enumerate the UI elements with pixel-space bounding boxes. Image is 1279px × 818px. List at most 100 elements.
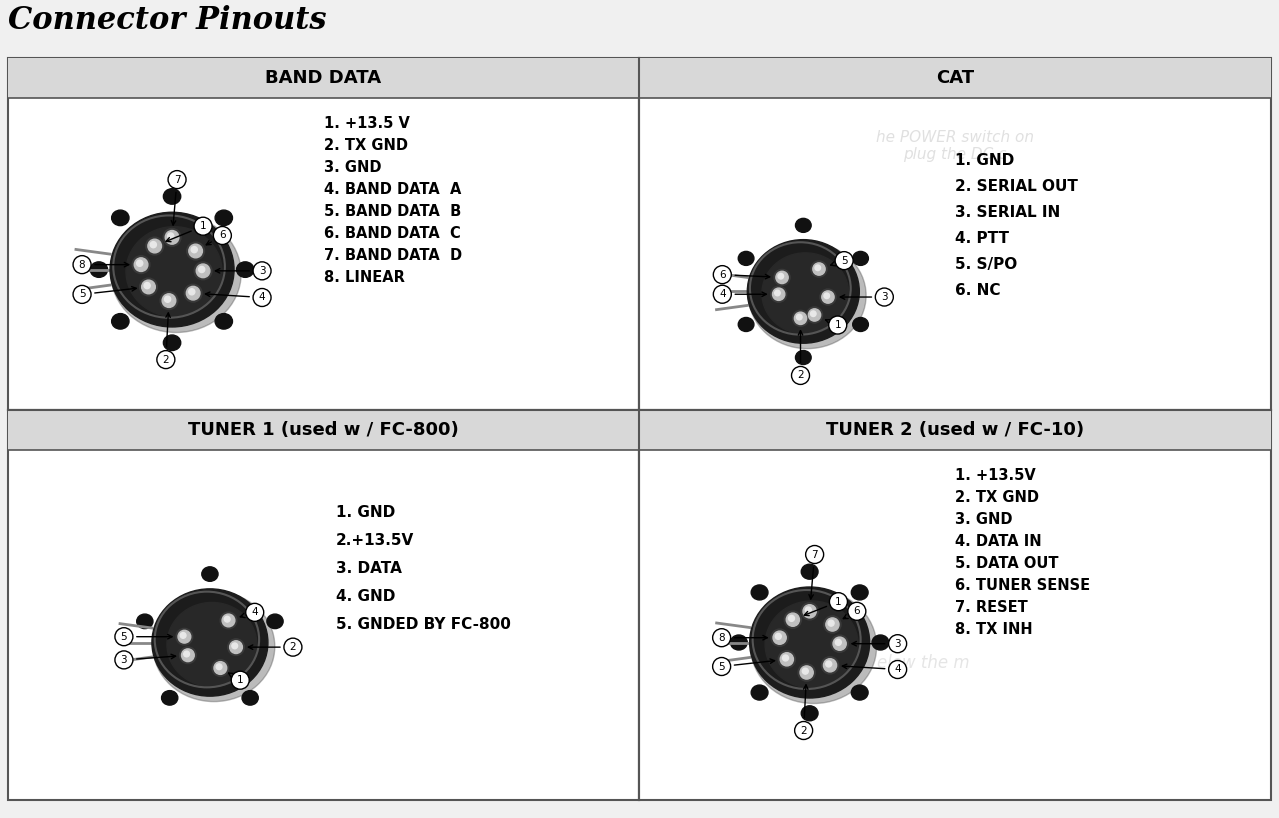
Circle shape bbox=[115, 651, 133, 669]
Ellipse shape bbox=[215, 210, 233, 226]
Circle shape bbox=[187, 242, 205, 260]
Text: 5. GNDED BY FC-800: 5. GNDED BY FC-800 bbox=[336, 617, 512, 632]
Ellipse shape bbox=[91, 262, 107, 277]
Text: BAND DATA: BAND DATA bbox=[266, 69, 381, 87]
Ellipse shape bbox=[202, 567, 217, 582]
Circle shape bbox=[165, 296, 170, 303]
Circle shape bbox=[771, 286, 787, 302]
Text: 3: 3 bbox=[258, 266, 265, 276]
Ellipse shape bbox=[751, 590, 876, 703]
Text: 6: 6 bbox=[219, 231, 225, 240]
Ellipse shape bbox=[164, 335, 180, 350]
Circle shape bbox=[712, 658, 730, 676]
Text: 1: 1 bbox=[237, 675, 243, 685]
Text: 3: 3 bbox=[894, 639, 900, 649]
Text: Connector Pinouts: Connector Pinouts bbox=[8, 5, 326, 36]
Circle shape bbox=[784, 611, 802, 628]
Circle shape bbox=[214, 662, 226, 674]
Circle shape bbox=[198, 267, 205, 272]
Circle shape bbox=[148, 239, 161, 253]
Ellipse shape bbox=[161, 690, 178, 705]
Ellipse shape bbox=[872, 635, 889, 650]
Text: 7: 7 bbox=[174, 174, 180, 185]
Text: 2: 2 bbox=[797, 371, 803, 380]
Circle shape bbox=[194, 262, 212, 280]
Ellipse shape bbox=[747, 240, 859, 344]
Text: 1: 1 bbox=[834, 320, 842, 330]
Circle shape bbox=[180, 632, 185, 638]
Circle shape bbox=[220, 612, 237, 629]
Circle shape bbox=[829, 316, 847, 334]
Ellipse shape bbox=[110, 212, 234, 327]
Text: 2. SERIAL OUT: 2. SERIAL OUT bbox=[955, 179, 1078, 194]
Circle shape bbox=[150, 241, 156, 248]
Circle shape bbox=[794, 721, 812, 739]
Circle shape bbox=[253, 262, 271, 280]
Ellipse shape bbox=[111, 210, 129, 226]
Circle shape bbox=[145, 282, 150, 289]
Circle shape bbox=[820, 289, 836, 305]
Text: 5: 5 bbox=[79, 290, 86, 299]
Circle shape bbox=[778, 273, 784, 279]
Ellipse shape bbox=[215, 313, 233, 329]
Circle shape bbox=[821, 657, 839, 674]
Circle shape bbox=[811, 311, 816, 317]
Text: 6. TUNER SENSE: 6. TUNER SENSE bbox=[955, 578, 1090, 593]
Text: 4: 4 bbox=[894, 664, 900, 675]
Circle shape bbox=[168, 233, 174, 239]
Text: 2. TX GND: 2. TX GND bbox=[955, 490, 1039, 505]
Text: 8. TX INH: 8. TX INH bbox=[955, 622, 1032, 637]
Circle shape bbox=[177, 628, 193, 645]
Text: 5. DATA OUT: 5. DATA OUT bbox=[955, 556, 1059, 571]
Circle shape bbox=[712, 629, 730, 647]
Text: 1: 1 bbox=[835, 596, 842, 607]
Circle shape bbox=[230, 640, 243, 654]
Text: 2. TX GND: 2. TX GND bbox=[324, 138, 408, 153]
Bar bbox=[8, 410, 640, 800]
Ellipse shape bbox=[796, 218, 811, 232]
Circle shape bbox=[253, 289, 271, 307]
Circle shape bbox=[73, 256, 91, 274]
Circle shape bbox=[187, 286, 200, 300]
Bar bbox=[8, 410, 640, 450]
Circle shape bbox=[189, 289, 194, 294]
Circle shape bbox=[889, 660, 907, 678]
Circle shape bbox=[826, 661, 831, 667]
Circle shape bbox=[824, 658, 836, 672]
Circle shape bbox=[228, 639, 244, 655]
Circle shape bbox=[835, 640, 842, 645]
Ellipse shape bbox=[801, 564, 819, 579]
Ellipse shape bbox=[853, 251, 868, 265]
Circle shape bbox=[134, 258, 148, 272]
Circle shape bbox=[802, 668, 808, 674]
Ellipse shape bbox=[152, 589, 267, 696]
Circle shape bbox=[168, 171, 185, 189]
Circle shape bbox=[137, 260, 143, 267]
Ellipse shape bbox=[730, 635, 747, 650]
Text: 4. DATA IN: 4. DATA IN bbox=[955, 534, 1041, 549]
Text: 6. BAND DATA  C: 6. BAND DATA C bbox=[324, 226, 460, 241]
Ellipse shape bbox=[852, 685, 868, 700]
Text: CAT: CAT bbox=[936, 69, 975, 87]
Ellipse shape bbox=[738, 317, 753, 331]
Text: 5: 5 bbox=[719, 662, 725, 672]
Circle shape bbox=[822, 291, 834, 303]
Circle shape bbox=[714, 266, 732, 284]
Text: 7. BAND DATA  D: 7. BAND DATA D bbox=[324, 248, 462, 263]
Circle shape bbox=[146, 237, 164, 255]
Ellipse shape bbox=[801, 706, 819, 721]
Circle shape bbox=[776, 272, 788, 284]
Bar bbox=[8, 58, 640, 98]
Text: 2.+13.5V: 2.+13.5V bbox=[336, 533, 414, 548]
Text: 7: 7 bbox=[811, 550, 819, 560]
Bar bbox=[640, 58, 1271, 98]
Circle shape bbox=[813, 263, 825, 275]
Circle shape bbox=[801, 666, 813, 679]
Text: he POWER switch on
plug the DC c: he POWER switch on plug the DC c bbox=[876, 130, 1033, 162]
Circle shape bbox=[160, 292, 178, 309]
Ellipse shape bbox=[237, 262, 255, 277]
Text: 1. +13.5 V: 1. +13.5 V bbox=[324, 116, 409, 131]
Circle shape bbox=[824, 293, 830, 299]
Circle shape bbox=[162, 294, 175, 308]
Circle shape bbox=[115, 627, 133, 645]
